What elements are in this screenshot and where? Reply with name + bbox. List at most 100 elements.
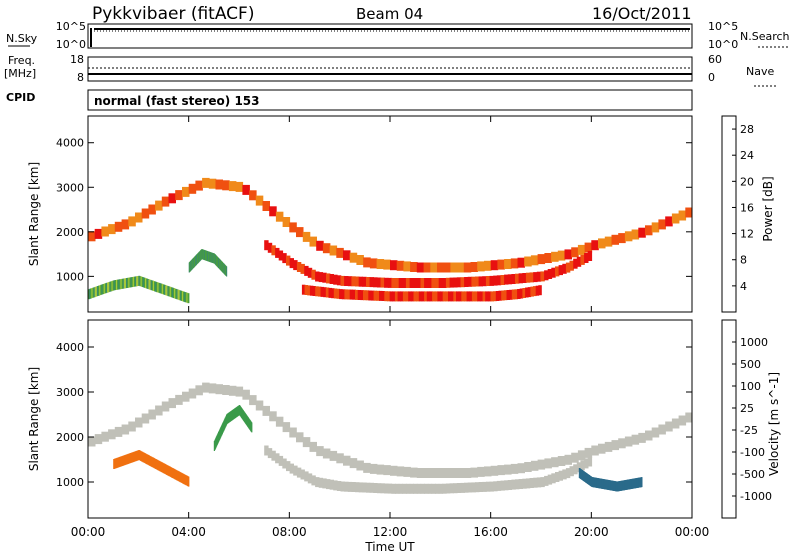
range-gate-cell: [315, 271, 320, 282]
range-gate-cell: [540, 477, 545, 488]
range-gate-cell: [384, 277, 389, 288]
range-gate-cell: [336, 275, 342, 286]
range-gate-cell: [141, 277, 144, 287]
range-gate-cell: [458, 291, 463, 302]
range-gate-cell: [379, 290, 383, 301]
range-gate-cell: [182, 186, 190, 197]
range-gate-cell: [638, 432, 646, 443]
range-gate-cell: [453, 277, 458, 288]
range-gate-cell: [149, 455, 151, 466]
range-gate-cell: [551, 267, 556, 278]
range-gate-cell: [479, 291, 484, 302]
range-gate-cell: [215, 179, 223, 190]
range-gate-cell: [571, 247, 579, 258]
range-gate-cell: [175, 469, 177, 480]
range-gate-cell: [344, 289, 348, 300]
range-gate-cell: [358, 482, 364, 493]
range-gate-cell: [181, 472, 183, 483]
range-gate-cell: [467, 482, 473, 493]
range-gate-cell: [437, 468, 445, 478]
range-gate-cell: [135, 450, 138, 461]
x-tick-label: 16:00: [473, 525, 508, 539]
range-gate-cell: [136, 276, 138, 287]
range-gate-cell: [157, 282, 160, 293]
x-tick-label: 00:00: [71, 525, 106, 539]
y-tick-label: 1000: [56, 270, 84, 283]
range-gate-cell: [215, 384, 223, 395]
range-gate-cell: [99, 285, 102, 296]
range-gate-cell: [511, 479, 516, 490]
y-tick-label: 4000: [56, 137, 84, 150]
range-gate-cell: [175, 288, 178, 299]
cpid-value: normal (fast stereo) 153: [94, 94, 260, 108]
range-gate-cell: [685, 207, 692, 218]
range-gate-cell: [322, 272, 327, 283]
range-gate-cell: [95, 286, 98, 297]
range-gate-cell: [514, 289, 518, 300]
range-gate-cell: [369, 258, 378, 269]
range-gate-cell: [485, 291, 489, 302]
range-gate-cell: [440, 291, 444, 302]
range-gate-cell: [445, 483, 451, 494]
range-gate-cell: [544, 253, 552, 263]
range-gate-cell: [264, 445, 269, 456]
range-gate-cell: [88, 231, 96, 242]
range-gate-cell: [405, 483, 411, 494]
range-gate-cell: [518, 273, 523, 284]
range-gate-cell: [522, 288, 526, 298]
range-gate-cell: [362, 482, 367, 493]
range-gate-cell: [208, 178, 217, 189]
range-gate-cell: [182, 391, 190, 402]
range-gate-cell: [171, 287, 174, 298]
range-gate-cell: [517, 463, 525, 474]
range-gate-cell: [100, 284, 103, 295]
colorbar-tick-label: 24: [740, 149, 754, 162]
range-gate-cell: [437, 262, 445, 273]
range-gate-cell: [555, 266, 560, 277]
range-gate-cell: [114, 426, 123, 437]
range-gate-cell: [148, 409, 156, 420]
range-gate-cell: [160, 461, 162, 472]
range-gate-cell: [591, 240, 599, 251]
range-gate-cell: [275, 211, 284, 222]
range-gate-cell: [262, 201, 270, 211]
range-gate-cell: [135, 417, 143, 428]
range-gate-cell: [530, 460, 539, 471]
range-gate-cell: [153, 458, 155, 469]
y-tick-label: 2000: [56, 226, 84, 239]
range-gate-cell: [517, 257, 525, 268]
range-gate-cell: [302, 437, 311, 448]
range-gate-cell: [356, 255, 364, 265]
range-gate-cell: [315, 286, 319, 297]
range-gate-cell: [148, 204, 156, 215]
range-gate-cell: [168, 398, 176, 409]
range-gate-cell: [322, 243, 331, 254]
range-gate-cell: [351, 482, 356, 492]
range-gate-cell: [255, 195, 264, 206]
range-gate-cell: [485, 276, 491, 286]
range-gate-cell: [517, 289, 521, 299]
range-gate-cell: [137, 276, 140, 286]
range-gate-cell: [525, 272, 531, 283]
range-gate-cell: [463, 468, 472, 478]
range-gate-cell: [323, 287, 327, 298]
range-gate-cell: [94, 434, 103, 445]
range-gate-cell: [557, 250, 566, 261]
range-gate-cell: [120, 456, 123, 467]
range-gate-cell: [577, 450, 586, 461]
range-gate-cell: [175, 394, 183, 405]
range-gate-cell: [351, 276, 356, 287]
range-gate-cell: [510, 258, 519, 269]
range-gate-cell: [416, 468, 425, 478]
range-gate-cell: [467, 276, 473, 287]
range-gate-cell: [533, 477, 538, 488]
range-gate-cell: [155, 459, 158, 470]
range-gate-cell: [380, 277, 385, 288]
x-tick-label: 04:00: [171, 525, 206, 539]
range-gate-cell: [618, 438, 626, 449]
range-gate-cell: [171, 467, 173, 478]
range-gate-cell: [580, 254, 585, 265]
range-gate-cell: [168, 466, 171, 477]
range-gate-cell: [464, 482, 469, 493]
